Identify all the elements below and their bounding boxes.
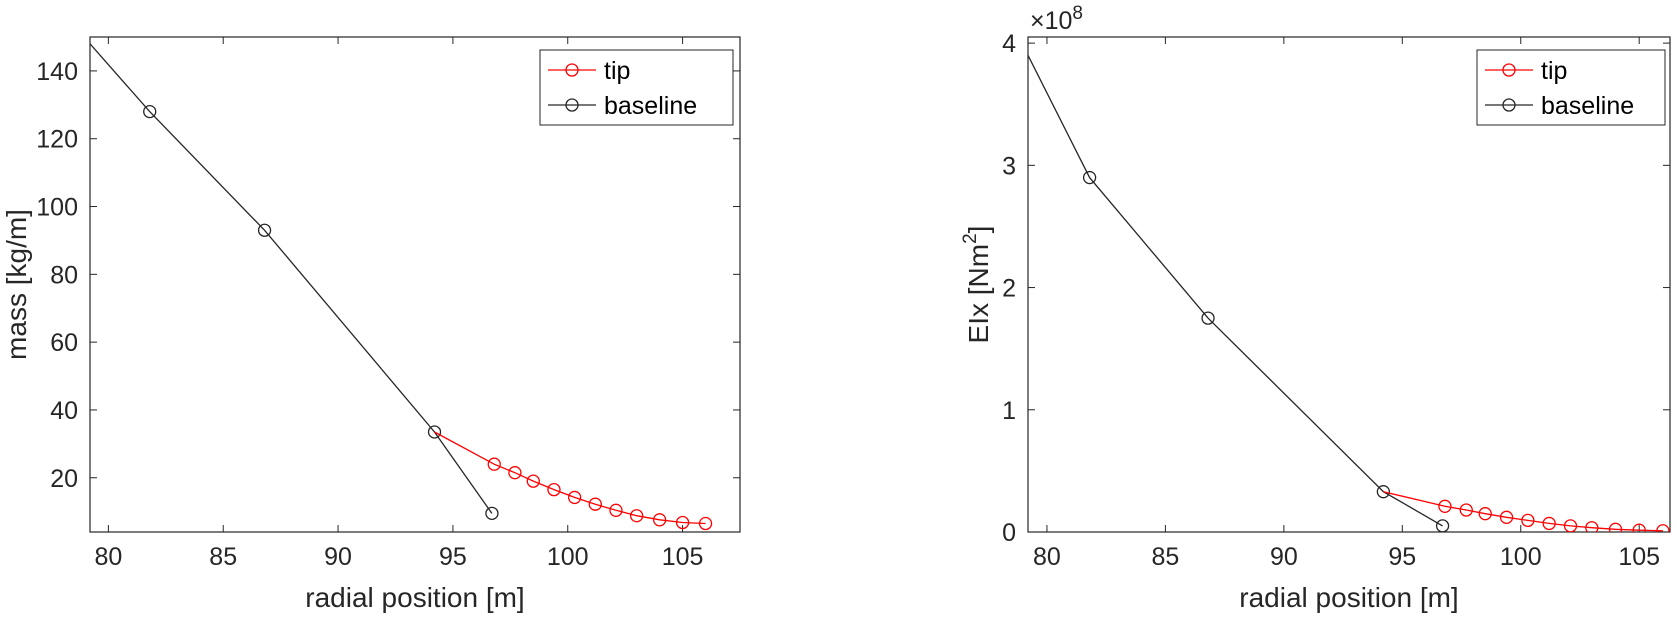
y-tick-label: 80 (50, 261, 78, 289)
data-point-baseline (427, 425, 442, 439)
mass-chart: 80 85 90 95 100 105 20 40 60 80 100 120 140 radial po… (1, 36, 741, 613)
data-point-baseline (485, 506, 499, 521)
x-tick-label: 100 (1500, 543, 1542, 571)
data-point-baseline (1201, 311, 1215, 325)
data-point-tip (1608, 522, 1623, 532)
data-point-tip (629, 509, 644, 523)
series-line-baseline (90, 43, 493, 514)
legend-marker-tip (1502, 63, 1516, 77)
x-tick-label: 90 (324, 543, 352, 571)
x-axis-label: radial position [m] (1239, 582, 1458, 613)
data-point-baseline (1376, 485, 1391, 499)
data-point-tip (698, 516, 713, 531)
x-tick-label: 80 (1033, 543, 1061, 571)
y-tick-label: 140 (36, 58, 78, 86)
series-line-tip (1383, 491, 1663, 532)
x-tick-label: 100 (547, 543, 589, 571)
data-point-tip (1585, 521, 1599, 532)
legend-marker-tip (565, 63, 579, 77)
legend-label-tip: tip (1541, 57, 1567, 85)
legend-label-baseline: baseline (1541, 92, 1634, 120)
y-tick-label: 2 (1002, 275, 1016, 303)
y-tick-label: 100 (36, 194, 78, 222)
y-axis-label: EIx [Nm2] (960, 226, 994, 344)
data-point-baseline (143, 104, 157, 119)
legend: tip baseline (539, 49, 734, 126)
data-point-tip (609, 503, 623, 517)
legend-label-tip: tip (604, 57, 630, 85)
data-point-tip (547, 482, 561, 497)
data-point-tip (675, 515, 690, 530)
y-tick-label: 20 (50, 465, 78, 493)
data-point-tip (1656, 524, 1670, 532)
x-tick-label: 85 (209, 543, 237, 571)
x-tick-label: 105 (662, 543, 704, 571)
axes-box (1027, 36, 1671, 533)
data-point-baseline (257, 223, 272, 237)
x-tick-label: 90 (1270, 543, 1298, 571)
data-point-tip (652, 513, 667, 527)
y-tick-label: 40 (50, 397, 78, 425)
data-point-tip (526, 474, 540, 488)
x-tick-label: 95 (439, 543, 467, 571)
data-point-tip (1632, 523, 1646, 532)
series-line-tip (434, 431, 706, 525)
data-point-tip (588, 497, 602, 511)
legend: tip baseline (1476, 49, 1666, 126)
y-tick-label: 120 (36, 126, 78, 154)
data-point-tip (1542, 516, 1556, 531)
series-line-baseline (1028, 55, 1443, 527)
data-point-tip (1499, 510, 1514, 524)
data-point-tip (487, 457, 501, 471)
data-point-tip (1438, 499, 1452, 513)
legend-box (539, 49, 734, 126)
x-tick-label: 105 (1618, 543, 1660, 571)
eix-chart: 80 85 90 95 100 105 0 1 2 3 4 radial position [m] EI… (960, 3, 1671, 613)
data-point-tip (567, 490, 582, 505)
x-tick-label: 85 (1151, 543, 1179, 571)
legend-marker-baseline (565, 98, 579, 112)
y-tick-label: 1 (1002, 397, 1016, 425)
data-point-tip (1459, 503, 1473, 517)
y-tick-label: 4 (1002, 30, 1016, 58)
data-point-tip (1478, 507, 1492, 521)
legend-marker-baseline (1502, 98, 1516, 112)
data-point-baseline (1435, 519, 1450, 532)
x-tick-label: 95 (1388, 543, 1416, 571)
y-tick-label: 0 (1002, 519, 1016, 547)
data-point-tip (508, 466, 522, 480)
x-tick-label: 80 (94, 543, 122, 571)
y-tick-label: 60 (50, 329, 78, 357)
data-point-tip (1563, 519, 1578, 532)
y-exponent-label: ×108 (1030, 3, 1083, 35)
legend-label-baseline: baseline (604, 92, 697, 120)
x-axis-label: radial position [m] (305, 582, 524, 613)
axes-box (89, 36, 741, 533)
y-tick-label: 3 (1002, 152, 1016, 180)
data-point-tip (1521, 513, 1535, 528)
legend-box (1476, 49, 1666, 126)
y-axis-label: mass [kg/m] (1, 209, 32, 360)
data-point-baseline (1082, 170, 1097, 185)
